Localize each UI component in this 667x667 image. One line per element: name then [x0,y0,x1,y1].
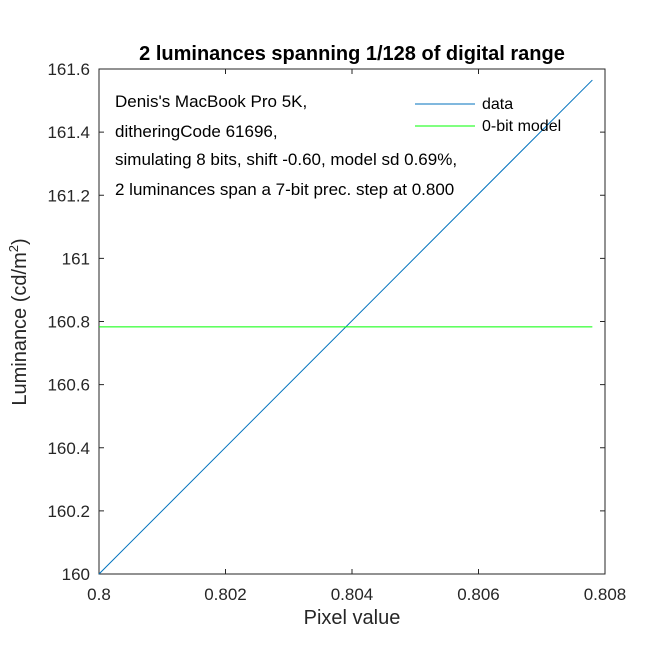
x-tick-label: 0.804 [331,585,374,604]
x-tick-label: 0.802 [204,585,247,604]
x-tick-label: 0.808 [584,585,627,604]
legend-label-model: 0-bit model [482,118,561,135]
y-tick-label: 160.4 [47,439,90,458]
y-tick-label: 161.2 [47,186,90,205]
axis-tick-labels: 0.8 0.802 0.804 0.806 0.808 160 160.2 160.4 160.… [47,60,626,604]
y-tick-label: 161 [62,249,90,268]
annotation-line: ditheringCode 61696, [115,122,278,141]
y-tick-label: 161.4 [47,123,90,142]
y-axis-label-main: Luminance (cd/m [9,252,31,405]
y-tick-label: 160.6 [47,376,90,395]
annotation-text: Denis's MacBook Pro 5K, ditheringCode 61… [115,92,457,199]
x-axis-label: Pixel value [304,607,401,629]
y-axis-label-suffix: ) [9,238,31,245]
y-tick-label: 160.2 [47,502,90,521]
legend: data 0-bit model [415,96,561,135]
y-axis-label: Luminance (cd/m2) [6,238,31,405]
annotation-line: Denis's MacBook Pro 5K, [115,92,307,111]
series-layer [98,79,593,575]
axis-ticks [98,68,606,575]
x-tick-label: 0.806 [457,585,500,604]
annotation-line: simulating 8 bits, shift -0.60, model sd… [115,150,457,169]
y-tick-label: 160 [62,565,90,584]
x-tick-label: 0.8 [87,585,111,604]
annotation-line: 2 luminances span a 7-bit prec. step at … [115,180,454,199]
y-tick-label: 160.8 [47,313,90,332]
y-tick-label: 161.6 [47,60,90,79]
y-axis-label-superscript: 2 [6,245,21,252]
chart-title: 2 luminances spanning 1/128 of digital r… [139,43,565,65]
legend-label-data: data [482,96,513,113]
